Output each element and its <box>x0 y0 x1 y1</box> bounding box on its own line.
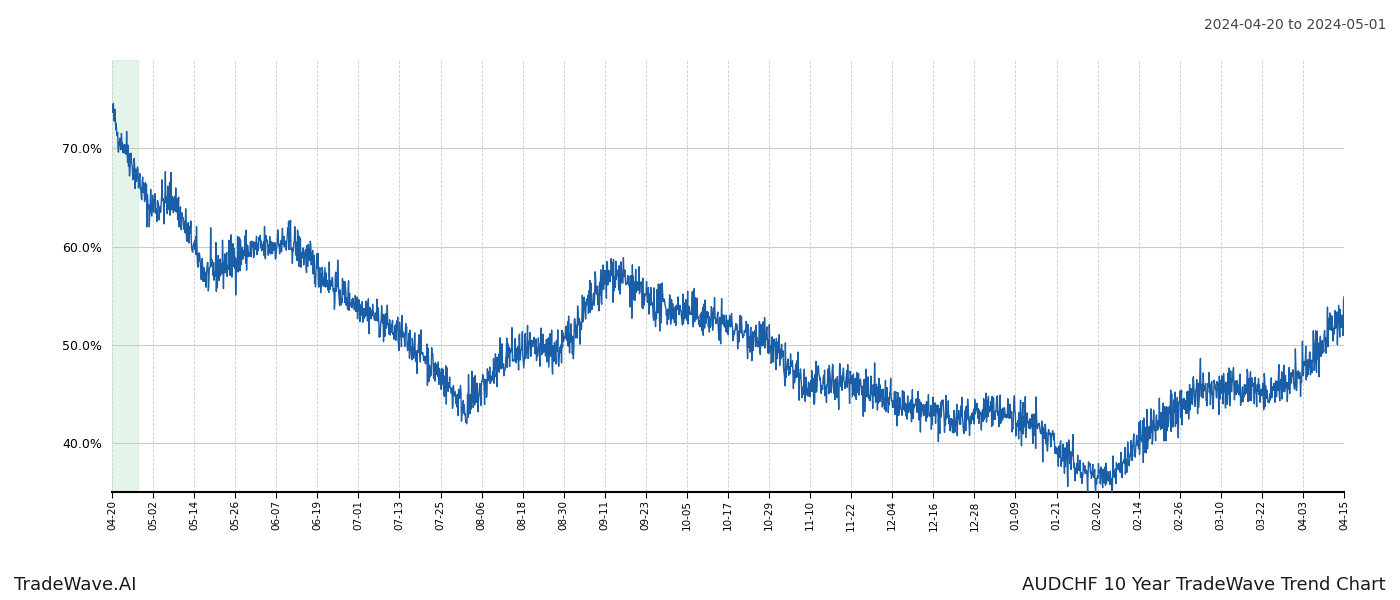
Text: AUDCHF 10 Year TradeWave Trend Chart: AUDCHF 10 Year TradeWave Trend Chart <box>1022 576 1386 594</box>
Text: 2024-04-20 to 2024-05-01: 2024-04-20 to 2024-05-01 <box>1204 18 1386 32</box>
Bar <box>112 60 137 492</box>
Text: TradeWave.AI: TradeWave.AI <box>14 576 137 594</box>
